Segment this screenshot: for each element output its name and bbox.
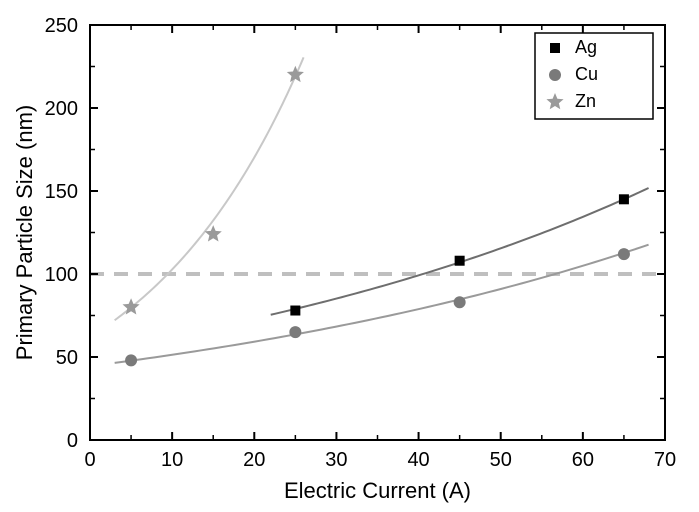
x-tick-label: 10	[161, 449, 183, 471]
point-ag	[290, 306, 300, 316]
x-tick-label: 50	[490, 449, 512, 471]
legend-marker-ag	[550, 43, 560, 53]
y-tick-label: 150	[45, 181, 78, 203]
x-tick-label: 0	[84, 449, 95, 471]
legend-marker-cu	[549, 69, 561, 81]
point-ag	[455, 256, 465, 266]
legend-label-cu: Cu	[575, 64, 598, 84]
chart-svg: 0 10 20 30 40 50 60 70 0 50 100 150 200 250 Electric C…	[0, 0, 699, 512]
point-cu	[454, 296, 466, 308]
y-tick-label: 0	[67, 430, 78, 452]
x-tick-label: 60	[572, 449, 594, 471]
x-tick-label: 40	[407, 449, 429, 471]
legend-label-ag: Ag	[575, 37, 597, 57]
x-tick-label: 20	[243, 449, 265, 471]
y-tick-label: 100	[45, 264, 78, 286]
x-axis-label: Electric Current (A)	[284, 478, 471, 503]
chart-container: 0 10 20 30 40 50 60 70 0 50 100 150 200 250 Electric C…	[0, 0, 699, 512]
point-ag	[619, 194, 629, 204]
y-tick-label: 50	[56, 347, 78, 369]
y-axis-label: Primary Particle Size (nm)	[12, 105, 37, 360]
y-tick-label: 200	[45, 98, 78, 120]
point-cu	[289, 326, 301, 338]
x-tick-label: 30	[325, 449, 347, 471]
point-cu	[618, 248, 630, 260]
legend-label-zn: Zn	[575, 91, 596, 111]
y-tick-label: 250	[45, 15, 78, 37]
point-cu	[125, 354, 137, 366]
x-tick-label: 70	[654, 449, 676, 471]
